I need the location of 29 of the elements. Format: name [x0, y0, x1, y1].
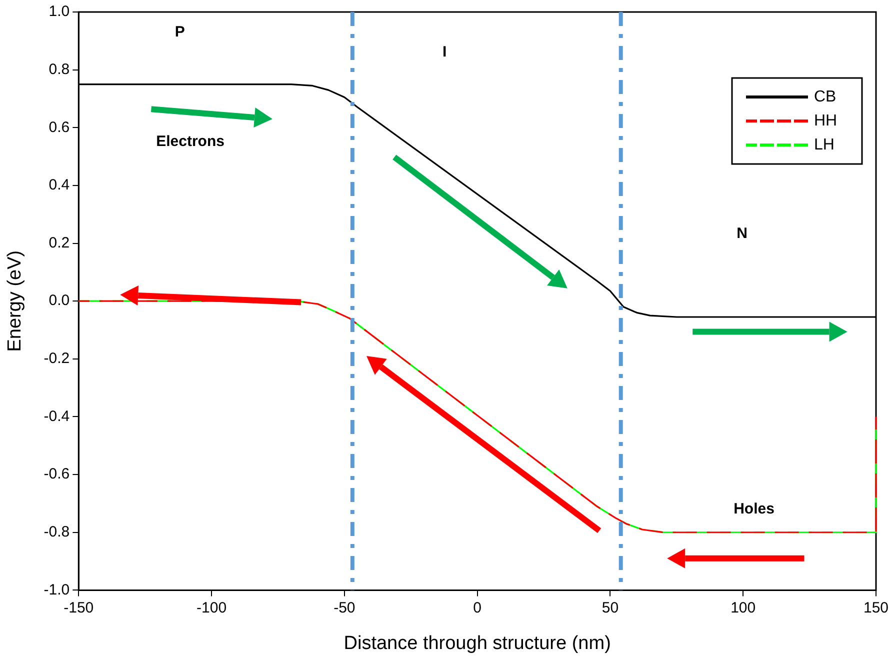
y-tick-label: -0.4 [44, 408, 70, 425]
legend-label: LH [814, 136, 834, 154]
y-axis-title: Energy (eV) [4, 250, 26, 352]
annotation: P [174, 23, 185, 40]
y-tick-label: -0.8 [44, 524, 70, 541]
annotation: Holes [734, 500, 774, 518]
legend-label: HH [814, 112, 838, 130]
x-tick-label: -50 [334, 599, 356, 616]
annotation: Electrons [156, 133, 224, 150]
annotation: I [442, 44, 447, 61]
x-tick-label: -100 [196, 599, 227, 616]
x-tick-label: 150 [863, 599, 889, 616]
y-tick-label: -1.0 [44, 581, 70, 598]
x-axis-title: Distance through structure (nm) [344, 632, 611, 654]
y-tick-label: 0.4 [48, 176, 70, 194]
x-tick-label: 100 [730, 599, 756, 616]
line-series [78, 300, 877, 534]
x-tick-label: 0 [473, 599, 482, 616]
x-tick-label: -150 [64, 599, 94, 616]
y-tick-label: 0.8 [48, 60, 70, 78]
y-tick-label: 1.0 [48, 3, 70, 20]
annotation: N [736, 225, 748, 242]
y-tick-label: 0.2 [48, 234, 70, 252]
y-tick-label: -0.2 [44, 350, 70, 368]
x-tick-label: 50 [602, 599, 619, 616]
y-tick-label: 0.0 [48, 292, 70, 310]
y-tick-label: 0.6 [48, 118, 70, 136]
y-tick-label: -0.6 [44, 466, 70, 483]
legend-label: CB [814, 88, 836, 106]
